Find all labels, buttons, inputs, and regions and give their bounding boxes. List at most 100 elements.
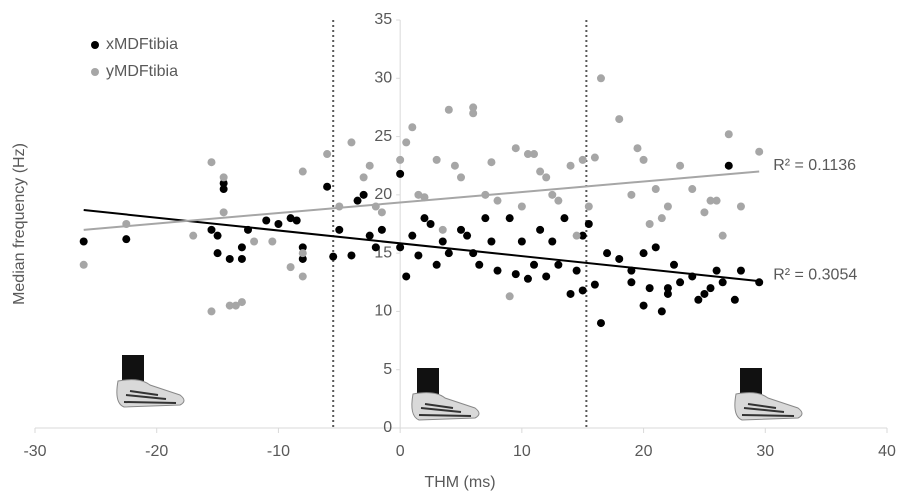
point xyxy=(554,196,563,205)
point xyxy=(237,243,246,252)
point xyxy=(457,225,465,234)
point xyxy=(79,237,88,246)
point xyxy=(207,307,216,316)
point xyxy=(615,115,624,124)
point xyxy=(730,295,739,304)
legend-label: xMDFtibia xyxy=(106,36,178,53)
point xyxy=(408,123,417,132)
point xyxy=(365,161,374,170)
point xyxy=(292,216,301,225)
point xyxy=(755,147,764,156)
point xyxy=(639,301,648,310)
point xyxy=(523,274,532,283)
point xyxy=(676,278,685,287)
point xyxy=(511,144,520,153)
point xyxy=(676,161,685,170)
point xyxy=(694,295,703,304)
legend-label: yMDFtibia xyxy=(106,63,178,80)
point xyxy=(377,208,386,217)
point xyxy=(651,185,660,194)
point xyxy=(298,272,307,281)
point xyxy=(706,284,715,293)
y-tick-label: 20 xyxy=(374,186,392,203)
point xyxy=(511,270,520,279)
point xyxy=(645,284,654,293)
point xyxy=(432,155,441,164)
point xyxy=(432,260,441,269)
point xyxy=(213,231,222,240)
r-squared-label: R² = 0.1136 xyxy=(773,157,856,174)
point xyxy=(122,235,131,244)
point xyxy=(219,208,228,217)
point xyxy=(596,74,605,83)
point xyxy=(712,196,721,205)
point xyxy=(590,280,599,289)
x-tick-label: -10 xyxy=(267,443,290,460)
point xyxy=(663,289,672,298)
point xyxy=(298,167,307,176)
point xyxy=(213,249,222,258)
point xyxy=(438,237,447,246)
point xyxy=(755,278,764,287)
point xyxy=(408,231,417,240)
point xyxy=(572,266,581,275)
point xyxy=(560,214,569,223)
point xyxy=(487,237,496,246)
point xyxy=(225,254,234,263)
point xyxy=(718,278,727,287)
point xyxy=(578,231,587,240)
y-tick-label: 10 xyxy=(374,303,392,320)
point xyxy=(396,243,405,252)
point xyxy=(736,266,745,275)
point xyxy=(323,182,332,191)
point xyxy=(219,185,228,194)
point xyxy=(414,190,423,199)
point xyxy=(237,298,246,307)
point xyxy=(530,150,539,159)
trendline xyxy=(83,209,760,283)
point xyxy=(493,196,502,205)
y-tick-label: 0 xyxy=(383,419,392,436)
y-tick-label: 25 xyxy=(374,128,392,145)
point xyxy=(79,260,88,269)
point xyxy=(444,249,453,258)
point xyxy=(493,266,502,275)
point xyxy=(724,161,733,170)
point xyxy=(396,155,405,164)
point xyxy=(718,231,727,240)
point xyxy=(262,216,271,225)
shoe-icon xyxy=(733,367,803,421)
point xyxy=(286,214,295,223)
point xyxy=(274,220,283,228)
point xyxy=(426,220,435,228)
point xyxy=(657,307,666,316)
point xyxy=(414,251,423,260)
x-tick-label: -30 xyxy=(23,443,46,460)
point xyxy=(706,196,715,205)
point xyxy=(347,251,356,260)
y-tick-label: 5 xyxy=(383,361,392,378)
y-tick-label: 30 xyxy=(374,70,392,87)
y-axis-title: Median frequency (Hz) xyxy=(11,143,28,305)
point xyxy=(590,153,599,162)
point xyxy=(469,109,478,118)
point xyxy=(663,202,672,211)
point xyxy=(298,254,307,263)
point xyxy=(505,214,514,223)
point xyxy=(377,225,386,234)
point xyxy=(487,158,496,167)
point xyxy=(475,260,484,269)
point xyxy=(237,254,246,263)
point xyxy=(457,173,465,182)
point xyxy=(554,260,563,269)
point xyxy=(688,185,697,194)
r-squared-label: R² = 0.3054 xyxy=(773,266,857,283)
point xyxy=(371,243,380,252)
point xyxy=(548,237,557,246)
legend-marker xyxy=(91,41,99,49)
point xyxy=(627,190,636,199)
point xyxy=(584,202,593,211)
point xyxy=(402,138,411,147)
point xyxy=(596,319,605,328)
